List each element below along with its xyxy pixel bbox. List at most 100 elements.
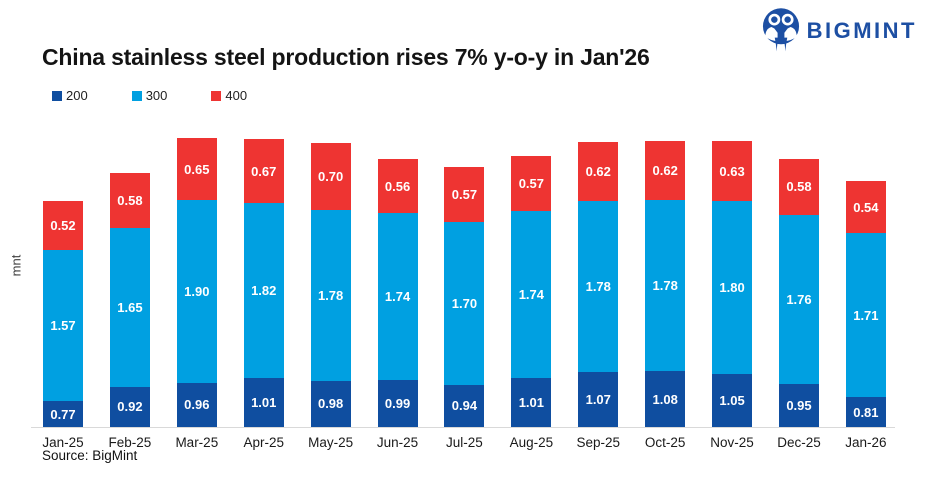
legend-label-200: 200 [66, 88, 88, 103]
bar-value-label: 0.57 [451, 186, 478, 202]
legend-swatch-200 [52, 90, 62, 101]
bar-value-label: 1.08 [652, 391, 678, 407]
bar-value-label: 0.94 [451, 398, 478, 414]
bar-segment-400-Nov-25: 0.63 [712, 140, 753, 202]
bar-value-label: 0.56 [384, 178, 411, 194]
bar-segment-400-Jun-25: 0.56 [377, 159, 418, 213]
legend-swatch-300 [131, 90, 142, 101]
bar-segment-200-Mar-25: 0.96 [176, 382, 217, 427]
bar-segment-400-Feb-25: 0.58 [109, 172, 150, 229]
bar-segment-200-Jul-25: 0.94 [444, 384, 485, 427]
x-axis-label-Oct-25: Oct-25 [644, 435, 686, 450]
bar-value-label: 0.65 [184, 161, 210, 177]
bar-segment-300-Apr-25: 1.82 [243, 203, 284, 378]
bar-value-label: 1.80 [719, 280, 745, 296]
bar-value-label: 0.67 [251, 163, 277, 179]
bar-column-Dec-25: 0.58 1.76 0.95 [778, 159, 819, 427]
bar-segment-200-Jun-25: 0.99 [377, 380, 418, 427]
bar-segment-400-Dec-25: 0.58 [778, 159, 819, 215]
bar-segment-400-Aug-25: 0.57 [511, 156, 552, 211]
bar-value-label: 1.78 [317, 287, 344, 303]
bigmint-logo-icon [762, 8, 799, 52]
x-axis-label-Dec-25: Dec-25 [777, 435, 821, 450]
bar-segment-200-Oct-25: 1.08 [645, 371, 686, 427]
bar-value-label: 0.92 [117, 399, 143, 415]
x-axis-label-Jun-25: Jun-25 [376, 435, 419, 450]
legend-item-400: 400 [211, 88, 247, 103]
bar-segment-300-Nov-25: 1.80 [712, 201, 753, 375]
bar-segment-300-Oct-25: 1.78 [645, 200, 686, 372]
bar-value-label: 1.71 [853, 307, 879, 323]
legend-label-400: 400 [225, 88, 248, 103]
bar-column-Oct-25: 0.62 1.78 1.08 [645, 140, 686, 427]
bar-segment-200-Sep-25: 1.07 [578, 372, 619, 427]
x-axis-label-Aug-25: Aug-25 [509, 435, 554, 450]
bar-segment-200-Aug-25: 1.01 [511, 378, 552, 427]
bar-value-label: 1.07 [585, 392, 611, 408]
legend-item-300: 300 [131, 88, 168, 103]
chart-legend: 200 300 400 [52, 88, 291, 103]
bar-value-label: 1.70 [451, 295, 478, 311]
bar-segment-400-Oct-25: 0.62 [645, 140, 686, 201]
bar-segment-400-Jul-25: 0.57 [444, 166, 485, 222]
bar-segment-400-Sep-25: 0.62 [578, 141, 619, 202]
bar-column-Nov-25: 0.63 1.80 1.05 [712, 140, 753, 427]
bar-segment-400-Apr-25: 0.67 [243, 139, 284, 204]
bar-segment-200-Jan-25: 0.77 [43, 401, 83, 427]
bar-segment-300-Jan-25: 1.57 [43, 250, 83, 402]
bar-column-May-25: 0.70 1.78 0.98 [310, 142, 351, 427]
bar-column-Jan-25: 0.52 1.57 0.77 [43, 200, 83, 427]
x-axis-label-Sep-25: Sep-25 [576, 435, 621, 450]
x-axis-label-Jul-25: Jul-25 [446, 435, 483, 450]
bar-segment-400-Mar-25: 0.65 [176, 138, 217, 201]
bar-value-label: 1.90 [184, 284, 210, 300]
x-axis-label-Nov-25: Nov-25 [710, 435, 754, 450]
bar-column-Jan-26: 0.54 1.71 0.81 [845, 181, 886, 427]
bar-column-Apr-25: 0.67 1.82 1.01 [243, 139, 284, 427]
bigmint-logo: BIGMINT [762, 8, 917, 54]
bar-column-Jun-25: 0.56 1.74 0.99 [377, 159, 418, 427]
bar-value-label: 0.81 [853, 404, 879, 420]
bar-value-label: 1.65 [117, 300, 143, 315]
x-axis-label-May-25: May-25 [308, 435, 354, 450]
legend-label-300: 300 [145, 88, 168, 103]
bar-column-Aug-25: 0.57 1.74 1.01 [511, 156, 552, 427]
bar-segment-200-Apr-25: 1.01 [243, 378, 284, 427]
bar-value-label: 1.01 [518, 395, 544, 410]
bar-segment-400-Jan-25: 0.52 [43, 200, 83, 251]
bar-value-label: 0.62 [585, 164, 611, 180]
bar-value-label: 1.78 [652, 278, 678, 294]
bar-segment-300-Jun-25: 1.74 [377, 213, 418, 380]
bar-segment-300-Aug-25: 1.74 [511, 211, 552, 378]
bar-value-label: 1.01 [251, 395, 277, 410]
bar-column-Feb-25: 0.58 1.65 0.92 [109, 172, 150, 427]
bar-value-label: 0.52 [50, 217, 76, 233]
bar-segment-300-Sep-25: 1.78 [578, 201, 619, 373]
x-axis-labels: Jan-25 Feb-25 Mar-25 Apr-25 May-25 Jun-25 Jul-… [42, 435, 887, 450]
bar-value-label: 0.58 [117, 192, 143, 208]
bar-segment-200-Jan-26: 0.81 [845, 397, 886, 427]
bar-segment-300-Feb-25: 1.65 [109, 228, 150, 387]
x-axis-label-Apr-25: Apr-25 [243, 435, 284, 450]
bar-segment-300-Jan-26: 1.71 [845, 233, 886, 398]
x-axis-label-Jan-25: Jan-25 [42, 435, 84, 450]
bar-value-label: 1.74 [518, 287, 544, 302]
bar-segment-200-May-25: 0.98 [310, 380, 351, 427]
source-caption: Source: BigMint [42, 448, 138, 463]
bar-segment-400-May-25: 0.70 [310, 142, 351, 211]
bigmint-logo-text: BIGMINT [806, 18, 917, 43]
bar-segment-300-Mar-25: 1.90 [176, 200, 217, 383]
chart-title: China stainless steel production rises 7… [42, 44, 650, 70]
legend-swatch-400 [211, 90, 222, 101]
x-axis-label-Jan-26: Jan-26 [845, 435, 887, 450]
bar-segment-200-Nov-25: 1.05 [712, 374, 753, 427]
y-axis-title: mnt [8, 254, 24, 277]
bar-value-label: 0.54 [853, 199, 879, 215]
bar-value-label: 0.58 [786, 179, 812, 195]
bar-value-label: 0.96 [184, 397, 210, 413]
bar-segment-300-Dec-25: 1.76 [778, 214, 819, 384]
bar-column-Jul-25: 0.57 1.70 0.94 [444, 166, 485, 427]
bar-value-label: 0.77 [50, 406, 76, 422]
bar-segment-400-Jan-26: 0.54 [845, 181, 886, 234]
